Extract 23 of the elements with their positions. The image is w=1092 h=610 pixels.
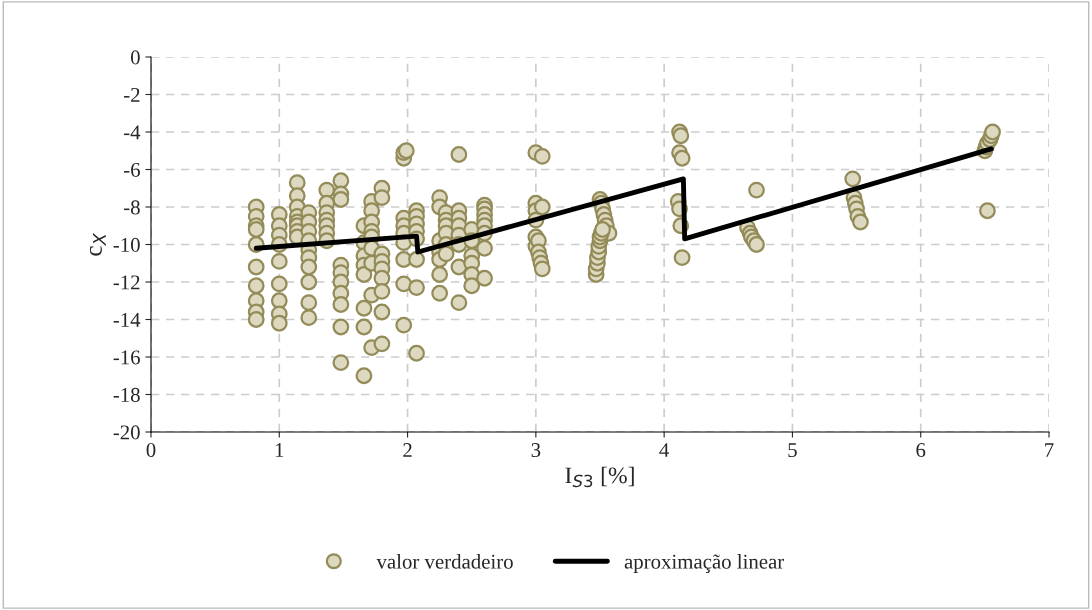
y-tick-label: 0 [130, 50, 140, 65]
y-tick-label: -18 [113, 387, 140, 402]
y-axis-title: c$_{X}$ [89, 232, 106, 256]
y-tick-label: -2 [124, 87, 140, 102]
x-tick-label: 6 [916, 443, 926, 458]
y-tick-label: -16 [113, 350, 140, 365]
x-tick-label: 4 [659, 443, 670, 457]
y-tick-label: -20 [113, 425, 140, 440]
x-tick-label: 5 [788, 443, 797, 458]
legend-label: aproximação linear [624, 554, 785, 573]
y-tick-label: -4 [124, 125, 141, 140]
y-tick-label: -6 [124, 162, 140, 177]
y-tick-label: -10 [113, 237, 140, 252]
x-tick-label: 1 [275, 443, 284, 457]
x-tick-label: 0 [146, 443, 156, 458]
legend-label: valor verdadeiro [376, 554, 513, 569]
x-tick-label: 3 [531, 443, 541, 458]
y-tick-label: -12 [113, 275, 140, 290]
x-axis-title: I$_{S3}$ [%] [565, 466, 634, 488]
x-tick-label: 2 [403, 443, 412, 457]
y-tick-label: -14 [113, 312, 141, 327]
x-tick-label: 7 [1045, 443, 1054, 457]
y-tick-label: -8 [124, 200, 140, 215]
